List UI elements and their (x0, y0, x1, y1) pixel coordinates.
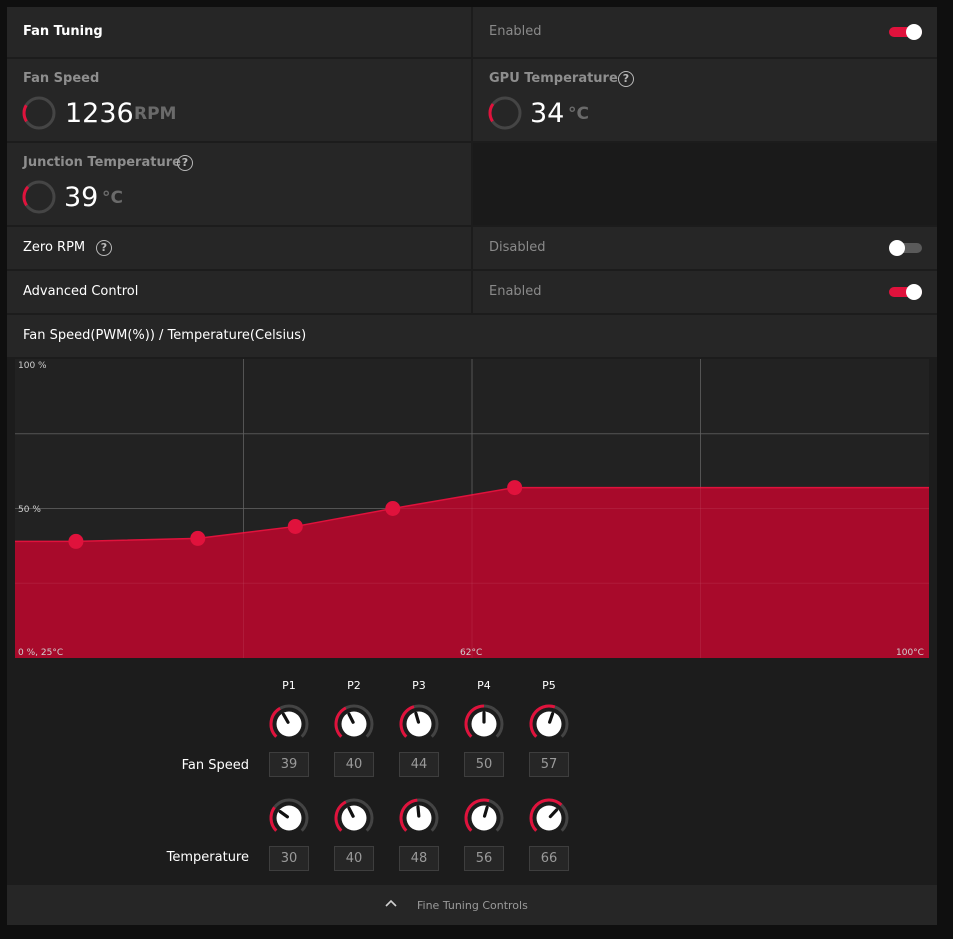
graph-y-top-label: 100 % (18, 361, 47, 371)
fan-speed-input-p5[interactable]: 57 (529, 752, 569, 777)
fan-curve-graph[interactable] (15, 359, 929, 658)
temperature-input-p3[interactable]: 48 (399, 846, 439, 871)
temperature-knob-p3[interactable] (398, 797, 440, 839)
zero-rpm-toggle[interactable] (889, 240, 922, 256)
fan-speed-input-p3[interactable]: 44 (399, 752, 439, 777)
zero-rpm-state-cell (473, 227, 937, 269)
fine-tuning-controls-button[interactable]: Fine Tuning Controls (7, 885, 937, 925)
advanced-control-toggle[interactable] (889, 284, 922, 300)
fan-curve-svg[interactable] (15, 359, 929, 658)
temperature-knob-p2[interactable] (333, 797, 375, 839)
graph-y-mid-label: 50 % (18, 505, 41, 515)
point-label-p3: P3 (412, 679, 426, 692)
fan-curve-point-p1[interactable] (68, 533, 84, 549)
temperature-knob-p1[interactable] (268, 797, 310, 839)
advanced-control-state-cell (473, 271, 937, 313)
temperature-input-p5[interactable]: 66 (529, 846, 569, 871)
fan-tuning-header (7, 7, 471, 57)
fan-speed-knob-p1[interactable] (268, 703, 310, 745)
fan-curve-area (15, 487, 929, 658)
point-label-p4: P4 (477, 679, 491, 692)
temperature-knob-p5[interactable] (528, 797, 570, 839)
junction-temperature-label: Junction Temperature (23, 155, 181, 170)
graph-x-mid-label: 62°C (460, 648, 483, 658)
graph-header (7, 315, 937, 357)
point-label-p5: P5 (542, 679, 556, 692)
fan-tuning-toggle[interactable] (889, 24, 922, 40)
point-label-p2: P2 (347, 679, 361, 692)
fan-curve-point-p3[interactable] (287, 518, 303, 534)
fan-speed-value: 1236 (65, 98, 134, 129)
temperature-input-p4[interactable]: 56 (464, 846, 504, 871)
fan-speed-unit: RPM (134, 104, 177, 124)
junction-temperature-unit: °C (102, 188, 123, 208)
temperature-knob-p4[interactable] (463, 797, 505, 839)
fan-curve-point-p2[interactable] (190, 530, 206, 546)
temperature-input-p1[interactable]: 30 (269, 846, 309, 871)
fan-speed-input-p2[interactable]: 40 (334, 752, 374, 777)
junction-temperature-help-icon[interactable]: ? (177, 155, 193, 171)
gpu-temperature-cell (473, 59, 937, 141)
junction-temperature-gauge-icon (22, 180, 56, 214)
fan-speed-input-p1[interactable]: 39 (269, 752, 309, 777)
fan-speed-knob-p2[interactable] (333, 703, 375, 745)
fan-speed-row-label: Fan Speed (181, 758, 249, 773)
fan-speed-knob-p3[interactable] (398, 703, 440, 745)
fan-curve-point-p5[interactable] (507, 480, 523, 496)
chevron-up-icon (385, 899, 397, 907)
empty-cell (473, 143, 937, 225)
graph-x-max-label: 100°C (896, 648, 924, 658)
fan-speed-gauge-icon (22, 96, 56, 130)
point-label-p1: P1 (282, 679, 296, 692)
fan-speed-knob-p5[interactable] (528, 703, 570, 745)
junction-temperature-cell (7, 143, 471, 225)
zero-rpm-cell (7, 227, 471, 269)
fan-speed-input-p4[interactable]: 50 (464, 752, 504, 777)
fan-speed-cell (7, 59, 471, 141)
fine-tuning-controls-label: Fine Tuning Controls (417, 899, 528, 912)
temperature-input-p2[interactable]: 40 (334, 846, 374, 871)
gpu-temperature-gauge-icon (488, 96, 522, 130)
advanced-control-state: Enabled (489, 284, 542, 299)
gpu-temperature-value: 34 (530, 98, 565, 129)
temperature-row-label: Temperature (166, 850, 249, 865)
fan-speed-knob-p4[interactable] (463, 703, 505, 745)
gpu-temperature-help-icon[interactable]: ? (618, 71, 634, 87)
zero-rpm-help-icon[interactable]: ? (96, 240, 112, 256)
zero-rpm-state: Disabled (489, 240, 546, 255)
fan-speed-label: Fan Speed (23, 71, 100, 86)
advanced-control-cell (7, 271, 471, 313)
graph-title: Fan Speed(PWM(%)) / Temperature(Celsius) (23, 328, 307, 343)
junction-temperature-value: 39 (64, 182, 99, 213)
fan-tuning-title: Fan Tuning (23, 24, 103, 39)
advanced-control-label: Advanced Control (23, 284, 139, 299)
fan-tuning-state-cell (473, 7, 937, 57)
fan-curve-point-p4[interactable] (385, 501, 401, 516)
graph-x-origin-label: 0 %, 25°C (18, 648, 64, 658)
fan-tuning-state: Enabled (489, 24, 542, 39)
zero-rpm-label: Zero RPM (23, 240, 86, 255)
gpu-temperature-label: GPU Temperature (489, 71, 618, 86)
gpu-temperature-unit: °C (568, 104, 589, 124)
